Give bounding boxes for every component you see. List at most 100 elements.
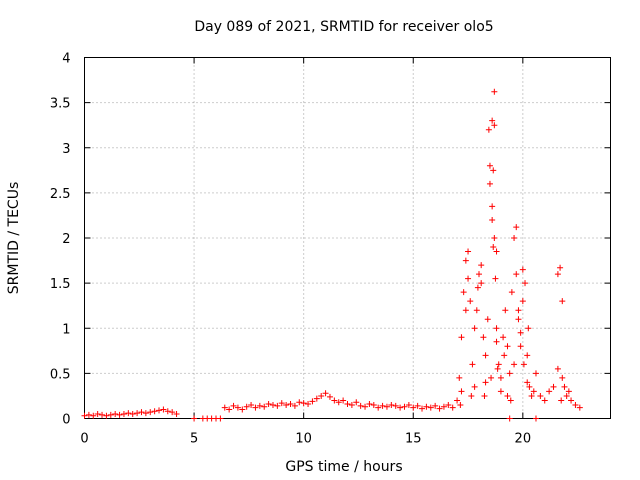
- y-tick-label: 2: [62, 232, 70, 247]
- chart-title: Day 089 of 2021, SRMTID for receiver olo…: [194, 19, 493, 35]
- data-point: [519, 298, 526, 305]
- data-point: [493, 338, 500, 345]
- data-point: [491, 88, 498, 95]
- data-point: [151, 408, 158, 415]
- data-point: [530, 388, 537, 395]
- data-point: [519, 266, 526, 273]
- data-point: [436, 405, 443, 412]
- data-point: [557, 264, 564, 271]
- data-point: [513, 271, 520, 278]
- data-point: [528, 392, 535, 399]
- data-point: [419, 405, 426, 412]
- data-point: [348, 401, 355, 408]
- data-point: [383, 403, 390, 410]
- data-point: [511, 235, 518, 241]
- data-point: [541, 397, 548, 404]
- data-point: [515, 307, 522, 314]
- data-point: [524, 352, 531, 359]
- data-point: [559, 298, 566, 305]
- data-point: [357, 402, 364, 409]
- data-point: [256, 402, 263, 409]
- data-point: [504, 343, 511, 350]
- data-point: [462, 307, 469, 314]
- data-point: [522, 280, 529, 287]
- data-point: [489, 117, 496, 124]
- data-point: [500, 334, 507, 341]
- data-point: [493, 325, 500, 332]
- data-point: [287, 401, 294, 408]
- data-point: [515, 316, 522, 323]
- data-point: [261, 403, 268, 410]
- data-point: [173, 410, 180, 417]
- data-point: [440, 403, 447, 410]
- data-point: [300, 400, 307, 407]
- data-point: [520, 361, 527, 368]
- data-point: [492, 275, 499, 282]
- data-point: [576, 404, 583, 411]
- data-point: [568, 397, 575, 404]
- data-point: [116, 411, 123, 418]
- data-point: [265, 401, 272, 408]
- data-points: [81, 88, 583, 422]
- data-point: [506, 370, 513, 377]
- data-point: [81, 412, 88, 419]
- data-point: [252, 404, 259, 411]
- data-point: [504, 392, 511, 399]
- y-tick-label: 1.5: [50, 277, 71, 292]
- data-point: [478, 262, 485, 269]
- data-point: [90, 412, 97, 419]
- data-point: [513, 224, 520, 231]
- data-point: [484, 316, 491, 323]
- data-point: [532, 370, 539, 377]
- x-axis-label: GPS time / hours: [285, 459, 402, 475]
- x-tick-label: 15: [405, 432, 422, 447]
- data-point: [508, 289, 515, 296]
- data-point: [138, 409, 145, 416]
- data-point: [134, 410, 141, 417]
- data-point: [462, 257, 469, 264]
- y-tick-label: 4: [62, 52, 70, 67]
- data-point: [468, 392, 475, 399]
- data-point: [401, 403, 408, 410]
- data-point: [507, 397, 514, 404]
- data-point: [239, 406, 246, 413]
- data-point: [458, 334, 465, 341]
- data-point: [296, 399, 303, 406]
- x-tick-label: 10: [295, 432, 312, 447]
- data-point: [326, 393, 333, 400]
- data-point: [142, 410, 149, 417]
- data-point: [482, 379, 489, 386]
- data-point: [489, 216, 496, 223]
- data-point: [243, 403, 250, 410]
- data-point: [160, 406, 167, 413]
- data-point: [563, 392, 570, 399]
- data-point: [248, 401, 255, 408]
- data-point: [517, 329, 524, 336]
- data-point: [313, 395, 320, 402]
- data-point: [445, 401, 452, 408]
- data-point: [473, 307, 480, 314]
- data-point: [460, 289, 467, 296]
- data-point: [469, 361, 476, 368]
- data-point: [120, 410, 127, 417]
- data-point: [495, 361, 502, 368]
- data-point: [554, 271, 561, 278]
- data-point: [486, 180, 493, 187]
- data-point: [525, 325, 532, 332]
- data-point: [532, 415, 539, 422]
- data-point: [491, 122, 498, 129]
- data-point: [471, 383, 478, 390]
- data-point: [370, 401, 377, 408]
- y-tick-label: 3.5: [50, 97, 71, 112]
- data-point: [230, 402, 237, 409]
- data-point: [565, 388, 572, 395]
- data-point: [125, 410, 132, 417]
- data-point: [291, 402, 298, 409]
- data-point: [474, 284, 481, 291]
- data-point: [449, 404, 456, 411]
- data-point: [107, 411, 114, 418]
- data-point: [410, 404, 417, 411]
- data-point: [94, 410, 101, 417]
- y-tick-label: 0: [62, 413, 70, 428]
